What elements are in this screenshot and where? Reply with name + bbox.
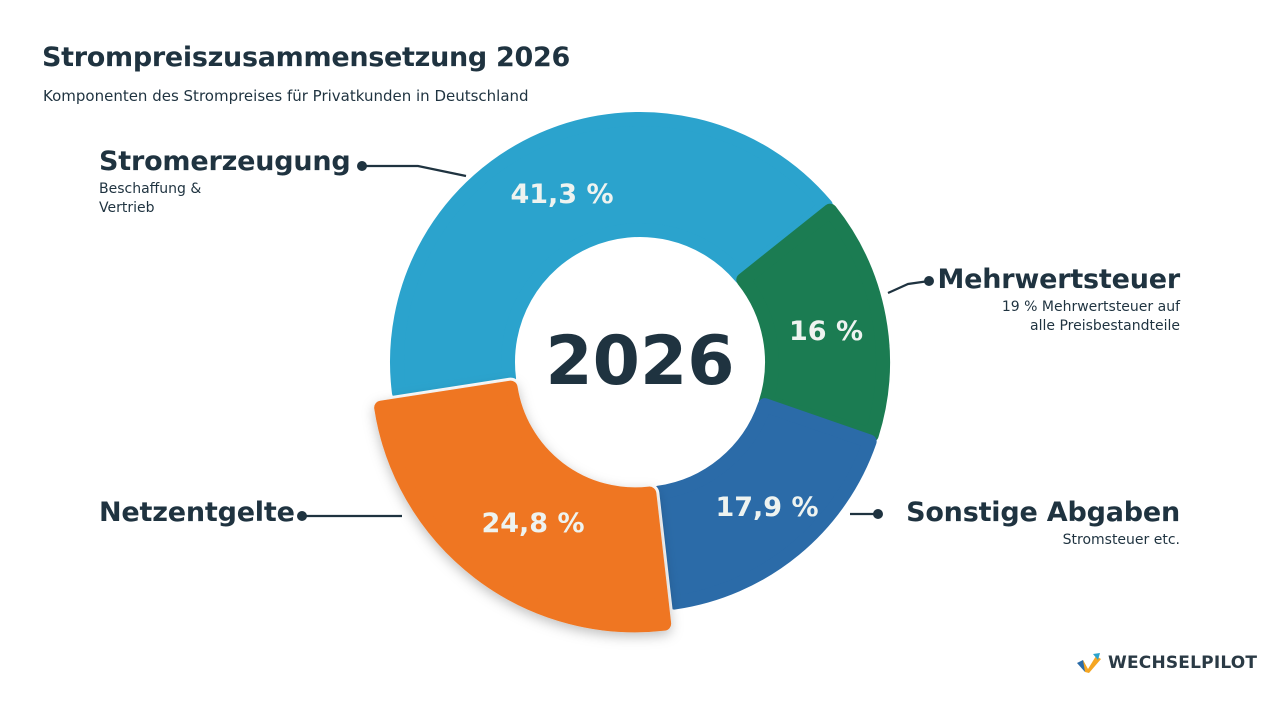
pct-netzentgelte: 24,8 %: [481, 508, 584, 539]
callout-netzentgelte: Netzentgelte: [99, 497, 295, 528]
chart-subtitle: Komponenten des Strompreises für Privatk…: [43, 87, 529, 105]
segment-desc-2: alle Preisbestandteile: [1030, 318, 1180, 334]
segment-stromerzeugung: [390, 112, 833, 400]
callout-dots: [297, 161, 934, 521]
segment-desc-2: Vertrieb: [99, 200, 155, 216]
logo-text: WECHSELPILOT: [1108, 653, 1258, 673]
callout-sonstige-abgaben: Sonstige Abgaben Stromsteuer etc.: [906, 497, 1180, 550]
segment-desc-1: Stromsteuer etc.: [1062, 532, 1180, 548]
segment-desc-1: 19 % Mehrwertsteuer auf: [1001, 299, 1180, 315]
callout-mehrwertsteuer: Mehrwertsteuer 19 % Mehrwertsteuer auf a…: [937, 264, 1180, 336]
segment-mehrwertsteuer: [736, 203, 890, 442]
chart-title: Strompreiszusammensetzung 2026: [42, 42, 570, 73]
center-year: 2026: [545, 322, 734, 401]
segment-sonstige-abgaben: [651, 398, 877, 610]
segment-name: Mehrwertsteuer: [937, 264, 1180, 295]
pct-stromerzeugung: 41,3 %: [510, 179, 613, 210]
segment-desc-1: Beschaffung &: [99, 181, 202, 197]
segment-name: Sonstige Abgaben: [906, 497, 1180, 528]
segment-netzentgelte: [374, 380, 672, 633]
logo-checkmark-icon: [1077, 653, 1101, 673]
callout-stromerzeugung: Stromerzeugung Beschaffung & Vertrieb: [99, 146, 351, 218]
callout-lines: [302, 164, 930, 518]
pct-sonstige-abgaben: 17,9 %: [715, 492, 818, 523]
segment-name: Netzentgelte: [99, 497, 295, 528]
pct-mehrwertsteuer: 16 %: [789, 316, 863, 347]
segment-name: Stromerzeugung: [99, 146, 351, 177]
brand-logo: WECHSELPILOT: [1076, 652, 1257, 674]
